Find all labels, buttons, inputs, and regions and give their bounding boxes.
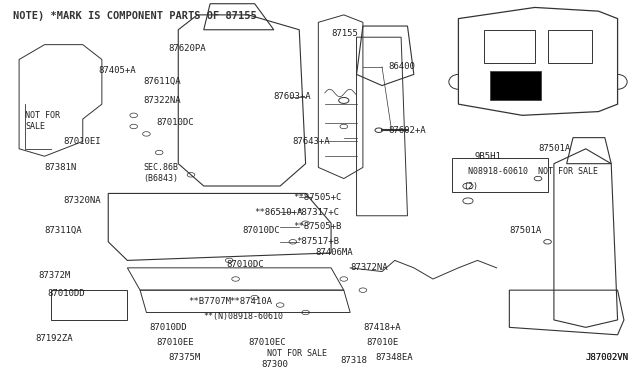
Text: **87410A: **87410A xyxy=(229,297,272,306)
Text: **B7707M: **B7707M xyxy=(188,297,231,306)
Text: 87372NA: 87372NA xyxy=(350,263,388,272)
Text: SEC.86B: SEC.86B xyxy=(143,163,179,172)
Text: 87192ZA: 87192ZA xyxy=(35,334,73,343)
Text: 87611QA: 87611QA xyxy=(143,77,181,86)
Text: 87010DD: 87010DD xyxy=(48,289,85,298)
Text: 87010EI: 87010EI xyxy=(63,137,101,146)
Bar xyxy=(484,30,535,63)
Text: 87311QA: 87311QA xyxy=(45,226,82,235)
Text: 87155: 87155 xyxy=(331,29,358,38)
Bar xyxy=(490,71,541,100)
Text: 87603+A: 87603+A xyxy=(274,92,312,101)
Text: **87505+B: **87505+B xyxy=(293,222,341,231)
Text: 87501A: 87501A xyxy=(509,226,541,235)
Text: (B6843): (B6843) xyxy=(143,174,179,183)
Bar xyxy=(548,30,592,63)
Text: 87405+A: 87405+A xyxy=(99,66,136,75)
Text: SALE: SALE xyxy=(26,122,45,131)
Text: 87620PA: 87620PA xyxy=(169,44,206,53)
Text: NOT FOR SALE: NOT FOR SALE xyxy=(268,349,328,358)
Text: 87010EC: 87010EC xyxy=(248,338,286,347)
Text: 87010DD: 87010DD xyxy=(150,323,188,332)
Text: 87010DC: 87010DC xyxy=(156,118,194,127)
Text: 87602+A: 87602+A xyxy=(388,126,426,135)
Text: 87010E: 87010E xyxy=(366,338,398,347)
Text: 87381N: 87381N xyxy=(45,163,77,172)
Text: 87501A: 87501A xyxy=(538,144,570,153)
Text: 87010EE: 87010EE xyxy=(156,338,194,347)
Text: **(N)08918-60610: **(N)08918-60610 xyxy=(204,312,284,321)
Text: *87517+B: *87517+B xyxy=(296,237,339,246)
Text: **86510+A: **86510+A xyxy=(255,208,303,217)
Text: (2): (2) xyxy=(463,182,478,190)
Text: J87002VN: J87002VN xyxy=(586,353,628,362)
Text: **87505+C: **87505+C xyxy=(293,193,341,202)
Text: NOT FOR: NOT FOR xyxy=(26,111,60,120)
Text: 87318: 87318 xyxy=(340,356,367,365)
Text: 87010DC: 87010DC xyxy=(242,226,280,235)
Text: 9B5H1: 9B5H1 xyxy=(474,152,501,161)
Text: NOTE) *MARK IS COMPONENT PARTS OF 87155: NOTE) *MARK IS COMPONENT PARTS OF 87155 xyxy=(13,11,257,21)
Text: 87320NA: 87320NA xyxy=(63,196,101,205)
Text: N08918-60610  NOT FOR SALE: N08918-60610 NOT FOR SALE xyxy=(468,167,598,176)
Text: 87322NA: 87322NA xyxy=(143,96,181,105)
Text: 87300: 87300 xyxy=(261,360,288,369)
Text: 87010DC: 87010DC xyxy=(226,260,264,269)
Text: *87317+C: *87317+C xyxy=(296,208,339,217)
Text: 87406MA: 87406MA xyxy=(315,248,353,257)
Text: J87002VN: J87002VN xyxy=(586,353,628,362)
Text: 87372M: 87372M xyxy=(38,271,70,280)
Text: 87348EA: 87348EA xyxy=(376,353,413,362)
Text: 87643+A: 87643+A xyxy=(293,137,330,146)
Text: 86400: 86400 xyxy=(388,62,415,71)
Text: 87418+A: 87418+A xyxy=(363,323,401,332)
Text: 87375M: 87375M xyxy=(169,353,201,362)
